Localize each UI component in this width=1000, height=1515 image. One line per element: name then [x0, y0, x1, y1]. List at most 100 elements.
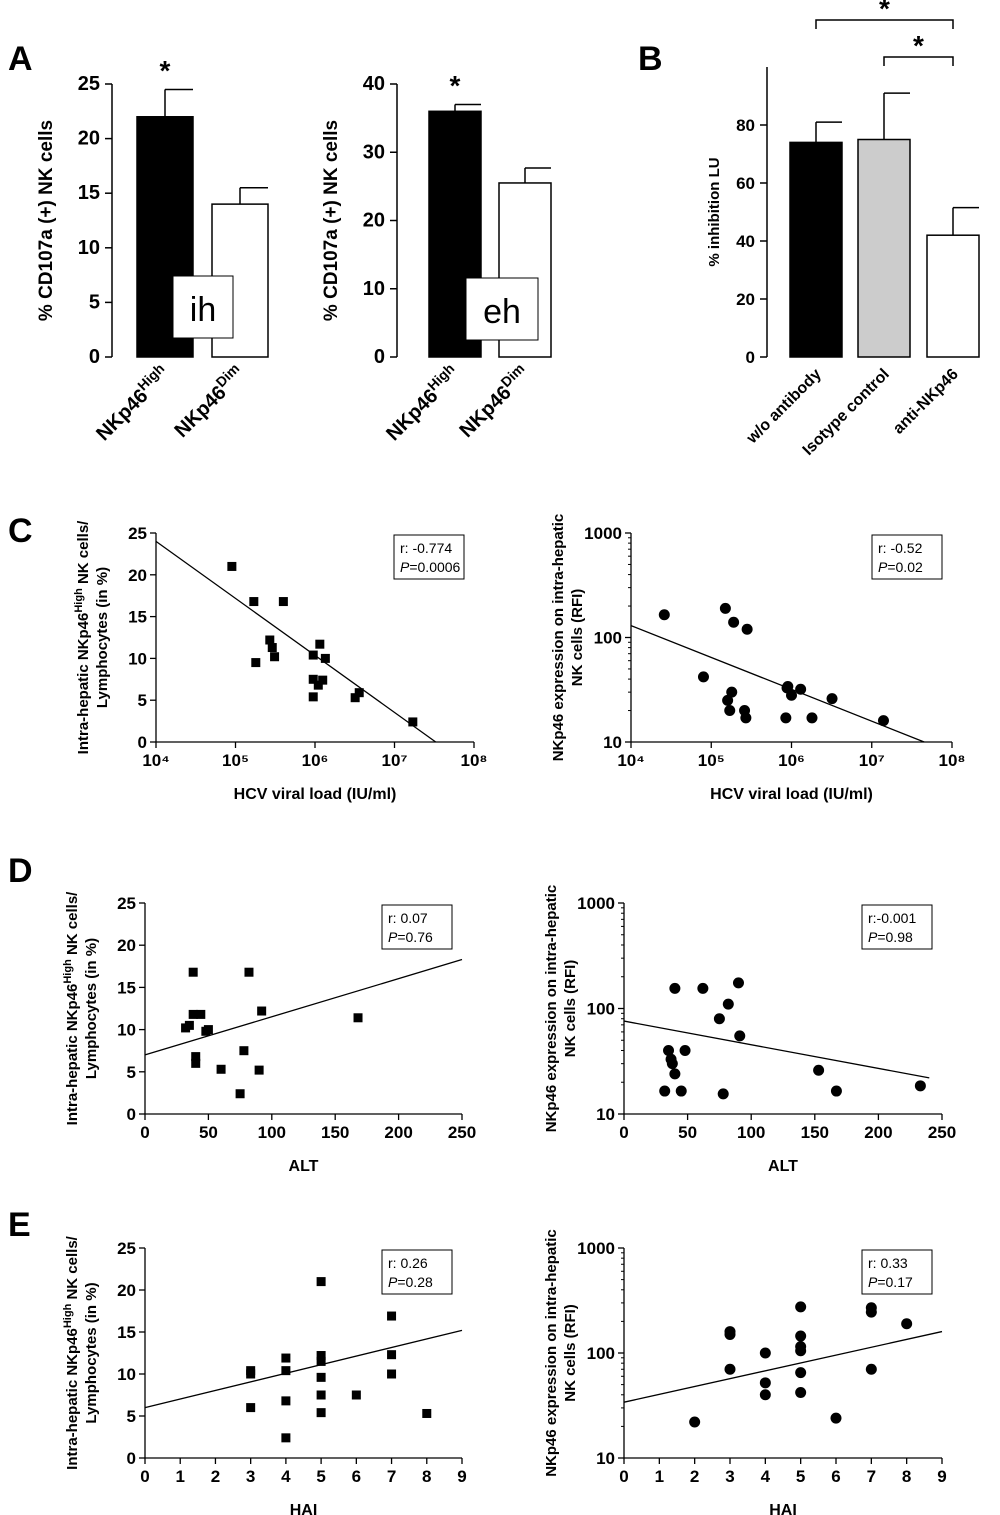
- y-tick-label: 10: [363, 278, 385, 300]
- x-tick-label: 9: [457, 1467, 466, 1486]
- data-point: [724, 705, 736, 717]
- data-point: [184, 1020, 194, 1030]
- data-point: [697, 982, 709, 994]
- data-point: [826, 693, 838, 705]
- stat-p: P=0.28: [388, 1274, 433, 1290]
- data-point: [780, 712, 792, 724]
- data-point: [387, 1311, 397, 1321]
- regression-line: [144, 1329, 463, 1409]
- chart-a1: 0 5 10 15 20 25 % CD107a (+) NK cells * NKp46Hig…: [36, 55, 269, 445]
- stat-box: [861, 904, 933, 950]
- panel-letter-A: A: [8, 40, 33, 78]
- stat-p: P=0.0006: [400, 559, 461, 575]
- category-label: NKp46Dim: [168, 360, 250, 442]
- data-point: [227, 561, 237, 571]
- data-point: [722, 998, 734, 1010]
- stat-r: r: 0.33: [868, 1255, 908, 1271]
- panel-letter-C: C: [8, 512, 33, 550]
- y-tick-label: 10: [117, 1365, 136, 1384]
- chart-d2: 10 100 1000 0 50 100 150 200 250 ALT NKp46 express…: [543, 885, 956, 1175]
- data-point: [719, 602, 731, 614]
- category-label: NKp46High: [89, 360, 174, 445]
- y-axis-label: NKp46 expression on intra-hepatic NK cell…: [543, 1229, 579, 1477]
- y-tick-label: 1000: [584, 524, 622, 543]
- x-tick-label: 10⁵: [222, 751, 249, 770]
- bar: [857, 138, 911, 358]
- y-tick-label: 20: [117, 936, 136, 955]
- y-tick-label: 25: [78, 73, 100, 95]
- y-tick-label: 1000: [577, 1239, 615, 1258]
- stat-p: P=0.17: [868, 1274, 913, 1290]
- x-tick-label: 0: [140, 1123, 149, 1142]
- stat-r: r: 0.07: [388, 910, 428, 926]
- y-tick-label: 1000: [577, 894, 615, 913]
- data-point: [188, 1009, 198, 1019]
- data-point: [316, 1372, 326, 1382]
- y-tick-label: 10: [596, 1449, 615, 1468]
- y-tick-label: 5: [138, 691, 147, 710]
- stat-p: P=0.02: [878, 559, 923, 575]
- data-point: [308, 650, 318, 660]
- data-point: [315, 639, 325, 649]
- y-tick-label: 5: [127, 1407, 136, 1426]
- x-tick-label: 3: [246, 1467, 255, 1486]
- data-point: [246, 1366, 256, 1376]
- data-point: [732, 977, 744, 989]
- x-tick-label: 5: [796, 1467, 805, 1486]
- label-box-text: eh: [483, 293, 521, 331]
- category-label: anti-NKp46: [890, 366, 962, 438]
- x-tick-label: 150: [321, 1123, 349, 1142]
- category-label: NKp46High: [379, 360, 464, 445]
- data-point: [865, 1306, 877, 1318]
- data-point: [795, 1301, 807, 1313]
- x-tick-label: 10⁴: [617, 751, 644, 770]
- data-point: [265, 635, 275, 645]
- x-tick-label: 0: [140, 1467, 149, 1486]
- y-axis-label: % inhibition LU: [706, 157, 723, 266]
- regression-line: [155, 540, 437, 743]
- chart-e1: 0 5 10 15 20 25 0 1 2 3 4 5 6 7 8 9 HAI Intra-hepatic NKp…: [62, 1235, 467, 1515]
- y-tick-label: 80: [736, 116, 755, 135]
- data-point: [669, 982, 681, 994]
- data-point: [316, 1351, 326, 1361]
- y-tick-label: 40: [363, 73, 385, 95]
- y-axis-label-line: NK cells (RFI): [569, 589, 586, 687]
- label-box: [172, 275, 234, 339]
- y-tick-label: 5: [89, 291, 100, 313]
- stat-p: P=0.76: [388, 929, 433, 945]
- data-point: [308, 674, 318, 684]
- stat-r: r:-0.001: [868, 910, 916, 926]
- data-point: [216, 1064, 226, 1074]
- y-tick-label: 100: [594, 629, 622, 648]
- chart-a2: 0 10 20 30 40 % CD107a (+) NK cells * NKp46High…: [321, 70, 552, 445]
- y-axis-label-line: NK cells (RFI): [562, 1304, 579, 1402]
- data-point: [249, 597, 259, 607]
- y-tick-label: 15: [78, 182, 100, 204]
- y-tick-label: 20: [128, 566, 147, 585]
- x-tick-label: 10⁴: [142, 751, 169, 770]
- data-point: [717, 1088, 729, 1100]
- y-axis-label: NKp46 expression on intra-hepatic NK cell…: [550, 514, 586, 762]
- data-point: [658, 609, 670, 621]
- x-tick-label: 250: [448, 1123, 476, 1142]
- data-point: [257, 1006, 267, 1016]
- x-tick-label: 10⁸: [461, 751, 488, 770]
- data-point: [278, 597, 288, 607]
- y-tick-label: 0: [374, 346, 385, 368]
- data-point: [313, 680, 323, 690]
- stat-box: [861, 1249, 933, 1295]
- data-point: [722, 694, 734, 706]
- data-point: [351, 1390, 361, 1400]
- data-point: [203, 1025, 213, 1035]
- data-point: [795, 683, 807, 695]
- data-point: [281, 1396, 291, 1406]
- significance-star: *: [160, 55, 171, 86]
- y-tick-label: 0: [127, 1105, 136, 1124]
- x-tick-label: 7: [387, 1467, 396, 1486]
- stat-box: [381, 1249, 453, 1295]
- y-tick-label: 15: [117, 978, 136, 997]
- x-tick-label: 1: [655, 1467, 664, 1486]
- bar: [789, 141, 843, 358]
- x-tick-label: 10⁵: [698, 751, 725, 770]
